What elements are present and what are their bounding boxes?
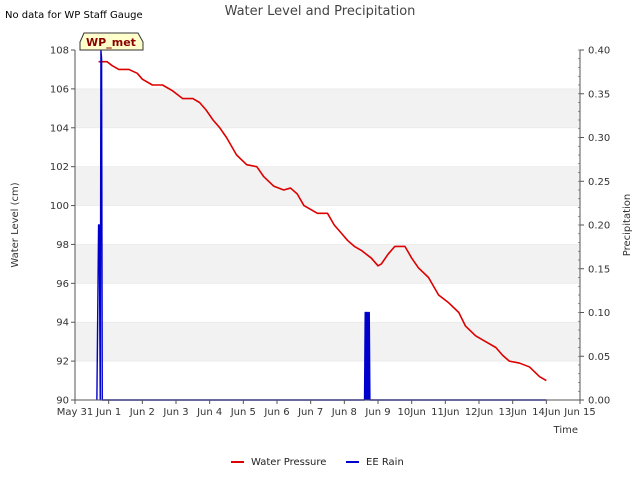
y-right-tick-label: 0.15 (588, 264, 610, 275)
x-tick-label: Jun 1 (95, 407, 121, 418)
x-axis-ticks: May 31 Jun 1 Jun 2 Jun 3 Jun 4 Jun 5 Jun 6 Jun … (57, 400, 596, 418)
x-tick-label: Jun 4 (196, 407, 222, 418)
y-left-tick-label: 90 (56, 396, 69, 407)
y-right-tick-label: 0.20 (588, 221, 610, 232)
x-tick-label: Jun 15 (563, 407, 596, 418)
no-data-note: No data for WP Staff Gauge (5, 10, 143, 21)
y-left-axis-ticks: 90 92 94 96 98 100 102 104 106 108 (50, 46, 75, 407)
chart-title: Water Level and Precipitation (225, 4, 416, 19)
grid-band (75, 322, 580, 362)
x-tick-label: 11Jun (431, 407, 459, 418)
y-right-axis-ticks: 0.00 0.05 0.10 0.15 0.20 0.25 0.30 0.35 0.40 (578, 46, 610, 407)
y-left-tick-label: 92 (56, 357, 69, 368)
x-tick-label: Jun 8 (331, 407, 357, 418)
y-right-tick-label: 0.00 (588, 396, 610, 407)
badge-label: WP_met (86, 36, 136, 49)
y-left-tick-label: 94 (56, 318, 69, 329)
series-line-water-pressure (98, 60, 547, 382)
y-right-tick-label: 0.25 (588, 177, 610, 188)
y-right-axis-title: Precipitation (622, 194, 633, 257)
x-tick-label: 12Jun (465, 407, 493, 418)
y-left-tick-label: 100 (50, 201, 69, 212)
x-tick-label: 13Jun (498, 407, 526, 418)
y-right-tick-label: 0.35 (588, 89, 610, 100)
grid-band (75, 88, 580, 128)
grid-band (75, 166, 580, 206)
y-left-tick-label: 106 (50, 84, 69, 95)
x-tick-label: Jun 5 (230, 407, 256, 418)
x-tick-label: Jun 3 (162, 407, 188, 418)
y-right-tick-label: 0.10 (588, 308, 610, 319)
x-tick-label: Jun 9 (364, 407, 390, 418)
legend-label-water: Water Pressure (251, 457, 326, 468)
legend-label-rain: EE Rain (366, 457, 404, 468)
y-right-tick-label: 0.05 (588, 352, 610, 363)
x-tick-label: 10Jun (397, 407, 425, 418)
legend: Water Pressure EE Rain (231, 457, 404, 468)
x-axis-title: Time (553, 425, 578, 436)
x-tick-label: Jun 2 (129, 407, 155, 418)
x-tick-label: Jun 7 (297, 407, 323, 418)
y-left-tick-label: 96 (56, 279, 69, 290)
x-tick-label: Jun 6 (263, 407, 289, 418)
x-tick-label: May 31 (57, 407, 94, 418)
grid-bands (75, 88, 580, 401)
x-tick-label: 14Jun (532, 407, 560, 418)
grid-band (75, 244, 580, 284)
wp-met-badge: WP_met (79, 32, 144, 51)
series-layer (96, 49, 547, 401)
y-left-tick-label: 98 (56, 240, 69, 251)
badge-shape (79, 32, 144, 51)
y-right-tick-label: 0.30 (588, 133, 610, 144)
series-line-ee-rain (96, 49, 547, 401)
y-left-tick-label: 108 (50, 46, 69, 57)
y-right-tick-label: 0.40 (588, 46, 610, 57)
y-left-tick-label: 104 (50, 123, 69, 134)
y-left-tick-label: 102 (50, 162, 69, 173)
y-left-axis-title: Water Level (cm) (10, 182, 21, 267)
